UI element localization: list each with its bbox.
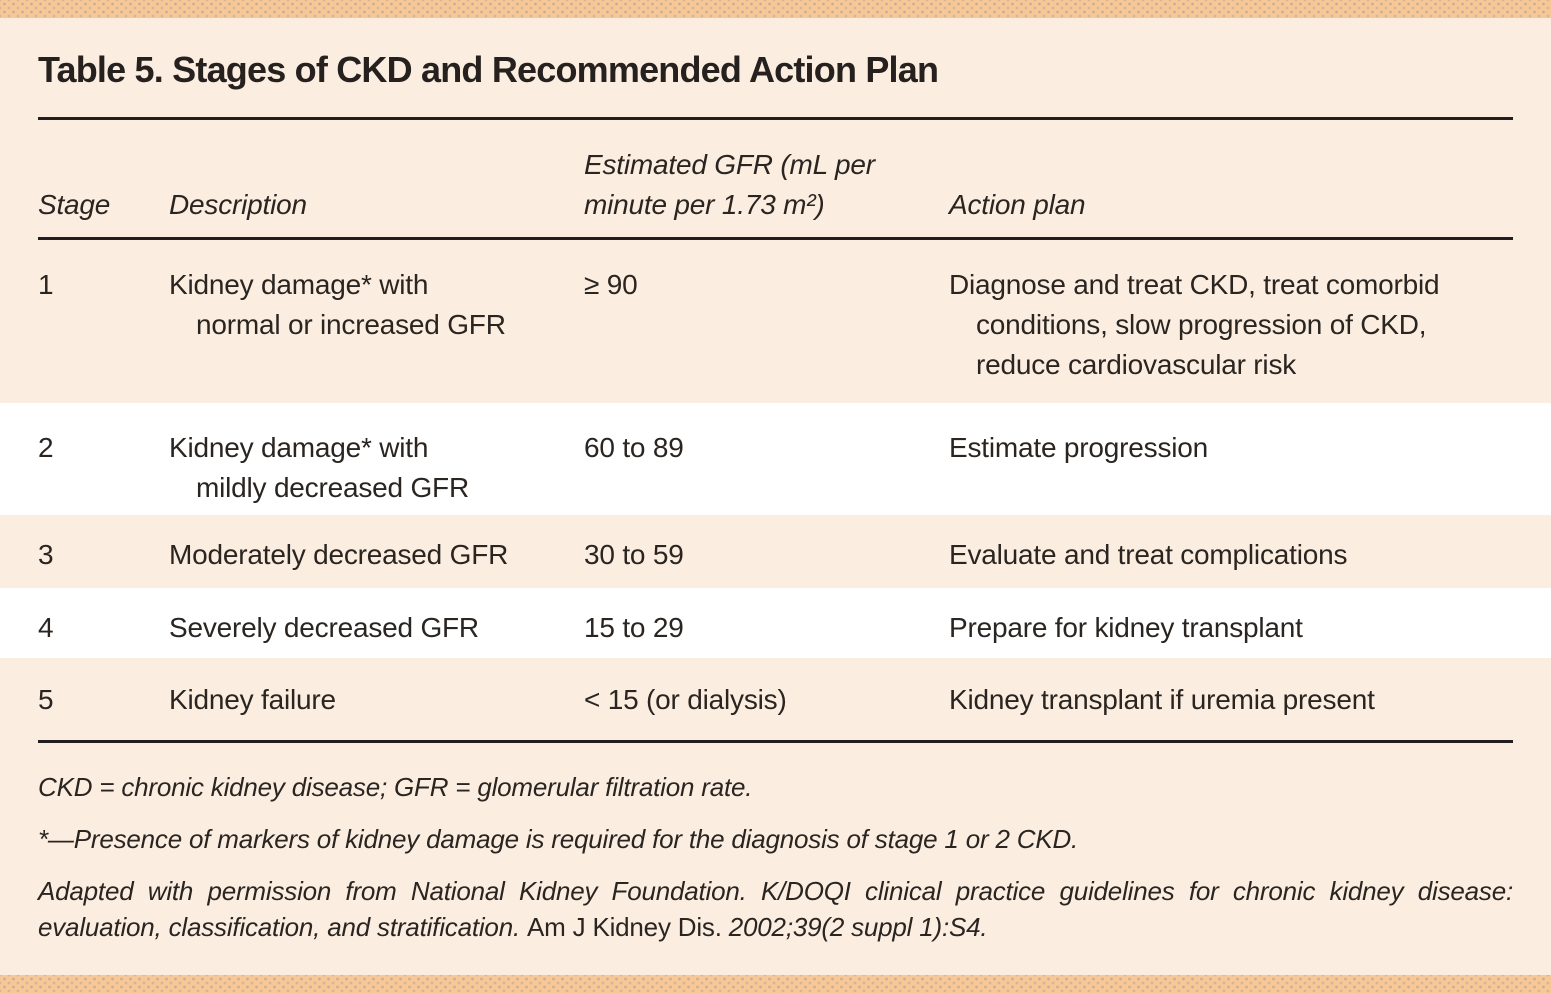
table-row-stage-4: 4 Severely decreased GFR 15 to 29 Prepar… (0, 588, 1551, 658)
cell-description: Kidney damage* with mildly decreased GFR (169, 428, 584, 508)
table-bottom-rule (38, 740, 1513, 743)
description-line: Kidney damage* with (169, 269, 429, 300)
cell-stage: 4 (38, 612, 54, 643)
cell-description: Kidney failure (169, 680, 584, 720)
column-header-gfr-line1: Estimated GFR (mL per (584, 149, 875, 180)
footnote-source: Adapted with permission from National Ki… (38, 873, 1513, 945)
description-line: Kidney damage* with (169, 432, 429, 463)
cell-gfr: 30 to 59 (584, 539, 684, 570)
action-line: reduce cardiovascular risk (976, 349, 1297, 380)
description-line: mildly decreased GFR (196, 472, 469, 503)
description-line: Kidney failure (169, 684, 336, 715)
cell-gfr: ≥ 90 (584, 269, 638, 300)
cell-action-plan: Estimate progression (949, 428, 1513, 508)
action-line: conditions, slow progression of CKD, (976, 309, 1427, 340)
column-header-action-plan: Action plan (949, 189, 1086, 220)
table-row-stage-2: 2 Kidney damage* with mildly decreased G… (0, 403, 1551, 515)
cell-description: Moderately decreased GFR (169, 535, 584, 575)
table-row-stage-3: 3 Moderately decreased GFR 30 to 59 Eval… (0, 515, 1551, 588)
bottom-border-bar (0, 975, 1551, 993)
cell-gfr: 60 to 89 (584, 432, 684, 463)
cell-description: Kidney damage* with normal or increased … (169, 265, 584, 385)
cell-action-plan: Evaluate and treat complications (949, 535, 1513, 575)
table-header-row: Stage Description Estimated GFR (mL per … (38, 117, 1513, 240)
footnote-source-journal: Am J Kidney Dis. (527, 912, 722, 942)
column-header-stage: Stage (38, 189, 111, 220)
cell-gfr: < 15 (or dialysis) (584, 684, 787, 715)
description-line: normal or increased GFR (196, 309, 506, 340)
footnote-source-citation: 2002;39(2 suppl 1):S4. (721, 912, 988, 942)
action-line: Diagnose and treat CKD, treat comorbid (949, 269, 1440, 300)
column-header-gfr: Estimated GFR (mL per minute per 1.73 m²… (584, 145, 949, 225)
footnote-source-text: Adapted with permission from National Ki… (38, 876, 1513, 942)
table-row-stage-1: 1 Kidney damage* with normal or increase… (0, 240, 1551, 403)
column-header-description: Description (169, 189, 307, 220)
cell-stage: 3 (38, 539, 54, 570)
description-line: Moderately decreased GFR (169, 539, 509, 570)
action-line: Prepare for kidney transplant (949, 612, 1303, 643)
column-header-gfr-line2: minute per 1.73 m²) (584, 189, 825, 220)
cell-action-plan: Kidney transplant if uremia present (949, 680, 1513, 720)
cell-action-plan: Diagnose and treat CKD, treat comorbid c… (949, 265, 1513, 385)
footnote-abbreviations: CKD = chronic kidney disease; GFR = glom… (38, 772, 753, 802)
cell-stage: 2 (38, 432, 54, 463)
cell-description: Severely decreased GFR (169, 608, 584, 648)
table-body: 1 Kidney damage* with normal or increase… (0, 240, 1551, 740)
table-title: Table 5. Stages of CKD and Recommended A… (38, 49, 939, 90)
top-border-bar (0, 0, 1551, 18)
cell-stage: 1 (38, 269, 54, 300)
footnotes: CKD = chronic kidney disease; GFR = glom… (38, 769, 1513, 945)
action-line: Kidney transplant if uremia present (949, 684, 1375, 715)
cell-action-plan: Prepare for kidney transplant (949, 608, 1513, 648)
cell-stage: 5 (38, 684, 54, 715)
action-line: Estimate progression (949, 432, 1209, 463)
description-line: Severely decreased GFR (169, 612, 479, 643)
table-row-stage-5: 5 Kidney failure < 15 (or dialysis) Kidn… (0, 658, 1551, 740)
cell-gfr: 15 to 29 (584, 612, 684, 643)
footnote-asterisk: *—Presence of markers of kidney damage i… (38, 824, 1079, 854)
action-line: Evaluate and treat complications (949, 539, 1348, 570)
